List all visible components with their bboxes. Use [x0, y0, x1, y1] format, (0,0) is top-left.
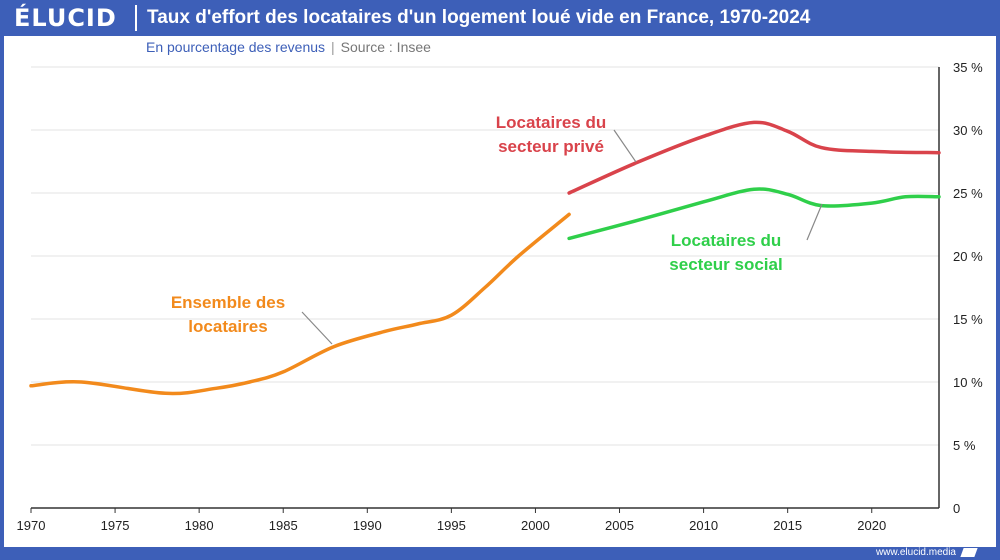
series-label-prive: Locataires du secteur privé — [496, 113, 607, 156]
x-tick-label-4: 1990 — [353, 518, 382, 533]
series-label-line: Locataires du — [671, 231, 782, 250]
source-note: Source : Insee — [340, 39, 431, 55]
series-label-line: secteur privé — [498, 137, 604, 156]
x-tick-label-6: 2000 — [521, 518, 550, 533]
series-label-line: Locataires du — [496, 113, 607, 132]
leader-line-social — [806, 203, 823, 241]
x-tick-label-2: 1980 — [185, 518, 214, 533]
x-tick-label-10: 2020 — [857, 518, 886, 533]
x-tick-label-5: 1995 — [437, 518, 466, 533]
y-tick-label-2: 10 % — [953, 375, 983, 390]
y-tick-label-7: 35 % — [953, 60, 983, 75]
x-tick-label-7: 2005 — [605, 518, 634, 533]
leader-line-ensemble — [301, 311, 333, 345]
x-tick-label-0: 1970 — [17, 518, 46, 533]
series-label-line: secteur social — [669, 255, 782, 274]
subtitle-row: En pourcentage des revenus | Source : Inse… — [146, 39, 431, 55]
y-tick-label-6: 30 % — [953, 123, 983, 138]
y-tick-label-1: 5 % — [953, 438, 976, 453]
x-tick-label-1: 1975 — [101, 518, 130, 533]
series-label-line: locataires — [188, 317, 267, 336]
series-line-ensemble — [29, 212, 571, 396]
elucid-logo[interactable]: ÉLUCID — [14, 4, 117, 32]
x-tick-label-8: 2010 — [689, 518, 718, 533]
chart-panel — [4, 36, 996, 547]
series-label-social: Locataires du secteur social — [669, 231, 782, 274]
chart-title: Taux d'effort des locataires d'un logeme… — [147, 7, 811, 28]
series-line-social — [567, 187, 941, 241]
x-tick-label-9: 2015 — [773, 518, 802, 533]
y-tick-label-5: 25 % — [953, 186, 983, 201]
y-tick-label-0: 0 — [953, 501, 960, 516]
subtitle-separator: | — [331, 39, 335, 55]
subtitle: En pourcentage des revenus — [146, 39, 326, 55]
header-divider — [135, 5, 137, 31]
series-label-line: Ensemble des — [171, 293, 285, 312]
series-line-prive — [567, 120, 941, 195]
header-bar: ÉLUCID Taux d'effort des locataires d'un… — [0, 0, 1000, 36]
leader-line-prive — [613, 129, 637, 163]
y-tick-label-3: 15 % — [953, 312, 983, 327]
x-tick-label-3: 1985 — [269, 518, 298, 533]
series-label-ensemble: Ensemble des locataires — [171, 293, 285, 336]
footer-url[interactable]: www.elucid.media — [875, 547, 956, 558]
y-tick-label-4: 20 % — [953, 249, 983, 264]
